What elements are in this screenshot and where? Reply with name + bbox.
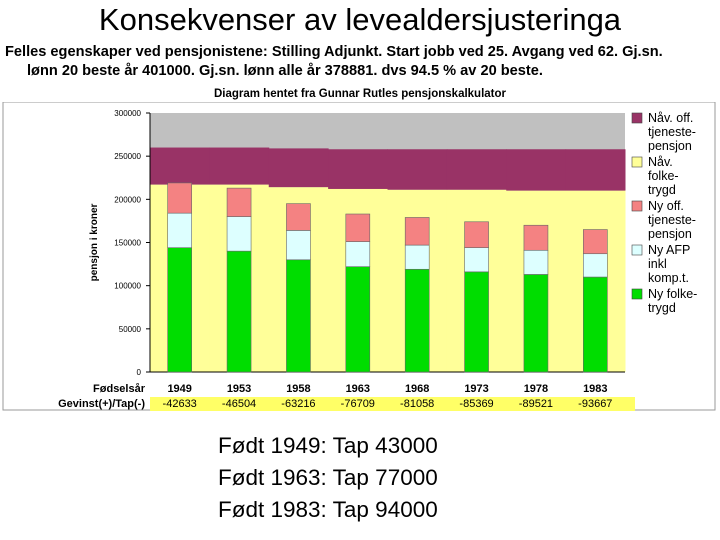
band-nav-tjenestepensjon-1968 xyxy=(387,149,448,190)
gain-loss-1958: -63216 xyxy=(281,398,315,410)
legend-label-nav-tjenestepensjon-2: pensjon xyxy=(648,139,692,153)
bar-ny-tjenestepensjon-1953 xyxy=(226,187,252,217)
legend-label-nav-tjenestepensjon-0: Nåv. off. xyxy=(648,111,693,125)
y-tick-label-0: 0 xyxy=(137,368,142,377)
gain-loss-1978: -89521 xyxy=(519,398,553,410)
pension-chart: 0 50000 100000 150000 200000 250000 300000 pens… xyxy=(2,102,716,411)
bar-ny-folketrygd-1963 xyxy=(345,266,371,373)
gain-loss-1973: -85369 xyxy=(459,398,493,410)
band-nav-tjenestepensjon-1973 xyxy=(446,149,507,190)
legend-label-ny-tjenestepensjon-1: tjeneste- xyxy=(648,213,696,227)
legend-label-nav-folketrygd-0: Nåv. xyxy=(648,155,673,169)
birth-year-1963: 1963 xyxy=(346,383,370,395)
note-1963: Født 1963: Tap 77000 xyxy=(218,465,438,490)
gain-loss-1968: -81058 xyxy=(400,398,434,410)
bar-ny-folketrygd-1978 xyxy=(523,274,549,373)
birth-year-1973: 1973 xyxy=(464,383,488,395)
bar-ny-afp-1968 xyxy=(404,244,430,270)
y-axis-label: pensjon i kroner xyxy=(89,203,100,281)
legend-swatch-ny-tjenestepensjon xyxy=(631,200,643,212)
legend-swatch-nav-tjenestepensjon xyxy=(631,112,643,124)
gain-loss-1949: -42633 xyxy=(163,398,197,410)
bar-ny-tjenestepensjon-1958 xyxy=(286,203,311,231)
bar-ny-tjenestepensjon-1949 xyxy=(167,182,192,214)
legend-swatch-ny-folketrygd xyxy=(631,288,643,300)
legend-label-ny-folketrygd-1: trygd xyxy=(648,301,676,315)
bar-ny-afp-1983 xyxy=(583,253,608,278)
bar-ny-afp-1949 xyxy=(167,212,192,248)
y-tick-label-50000: 50000 xyxy=(119,325,142,334)
bar-ny-afp-1963 xyxy=(345,241,371,267)
y-tick-label-200000: 200000 xyxy=(114,195,141,204)
chart-source: Diagram hentet fra Gunnar Rutles pensjon… xyxy=(213,88,507,100)
band-nav-tjenestepensjon-1953 xyxy=(209,147,270,185)
gain-loss-1953: -46504 xyxy=(222,398,256,410)
bar-ny-folketrygd-1958 xyxy=(286,259,311,373)
band-nav-tjenestepensjon-1958 xyxy=(268,148,329,188)
band-nav-tjenestepensjon-1983 xyxy=(565,149,626,191)
legend-label-ny-folketrygd-0: Ny folke- xyxy=(648,287,697,301)
bar-ny-folketrygd-1949 xyxy=(167,247,192,373)
bar-ny-folketrygd-1983 xyxy=(583,276,608,373)
gain-loss-1963: -76709 xyxy=(341,398,375,410)
loss-notes: Født 1949: Tap 43000 Født 1963: Tap 7700… xyxy=(218,430,438,526)
bar-ny-afp-1953 xyxy=(226,216,252,252)
birth-year-1953: 1953 xyxy=(227,383,251,395)
bar-ny-afp-1958 xyxy=(286,230,311,261)
legend-label-nav-folketrygd-1: folke- xyxy=(648,169,679,183)
legend-swatch-ny-afp xyxy=(631,244,643,256)
birth-year-1983: 1983 xyxy=(583,383,607,395)
legend-label-ny-afp-0: Ny AFP xyxy=(648,243,690,257)
bar-ny-tjenestepensjon-1973 xyxy=(464,221,489,248)
gain-loss-row-highlight xyxy=(150,397,635,411)
subtitle: Felles egenskaper ved pensjonistene: Sti… xyxy=(5,43,715,81)
bar-ny-folketrygd-1953 xyxy=(226,250,252,373)
bar-ny-folketrygd-1973 xyxy=(464,271,489,373)
band-nav-tjenestepensjon-1949 xyxy=(150,147,210,185)
bar-ny-tjenestepensjon-1968 xyxy=(404,217,430,246)
bar-ny-folketrygd-1968 xyxy=(404,268,430,373)
y-tick-label-150000: 150000 xyxy=(114,239,141,248)
birth-year-1968: 1968 xyxy=(405,383,429,395)
note-1949: Født 1949: Tap 43000 xyxy=(218,433,438,458)
y-tick-label-100000: 100000 xyxy=(114,282,141,291)
birth-year-1958: 1958 xyxy=(286,383,310,395)
subtitle-line-1: Felles egenskaper ved pensjonistene: Sti… xyxy=(5,44,663,60)
legend-label-ny-afp-1: inkl xyxy=(648,257,667,271)
bar-ny-tjenestepensjon-1978 xyxy=(523,224,549,251)
bar-ny-afp-1973 xyxy=(464,247,489,273)
legend-swatch-nav-folketrygd xyxy=(631,156,643,168)
legend-label-ny-tjenestepensjon-2: pensjon xyxy=(648,227,692,241)
legend-label-ny-tjenestepensjon-0: Ny off. xyxy=(648,199,684,213)
birth-year-1949: 1949 xyxy=(167,383,191,395)
legend-label-nav-tjenestepensjon-1: tjeneste- xyxy=(648,125,696,139)
bar-ny-afp-1978 xyxy=(523,249,549,275)
note-1983: Født 1983: Tap 94000 xyxy=(218,497,438,522)
gain-loss-1983: -93667 xyxy=(578,398,612,410)
band-nav-tjenestepensjon-1963 xyxy=(328,149,388,189)
subtitle-line-2: lønn 20 beste år 401000. Gj.sn. lønn all… xyxy=(27,63,543,79)
y-tick-label-250000: 250000 xyxy=(114,152,141,161)
row-label-gain-loss: Gevinst(+)/Tap(-) xyxy=(58,398,145,410)
bar-ny-tjenestepensjon-1963 xyxy=(345,213,371,242)
row-label-birth-year: Fødselsår xyxy=(93,383,146,395)
birth-year-1978: 1978 xyxy=(524,383,548,395)
page-title: Konsekvenser av levealdersjusteringa xyxy=(98,2,622,37)
bar-ny-tjenestepensjon-1983 xyxy=(583,229,608,255)
y-tick-label-300000: 300000 xyxy=(114,109,141,118)
legend-label-nav-folketrygd-2: trygd xyxy=(648,183,676,197)
legend-label-ny-afp-2: komp.t. xyxy=(648,271,689,285)
band-nav-tjenestepensjon-1978 xyxy=(506,149,567,191)
